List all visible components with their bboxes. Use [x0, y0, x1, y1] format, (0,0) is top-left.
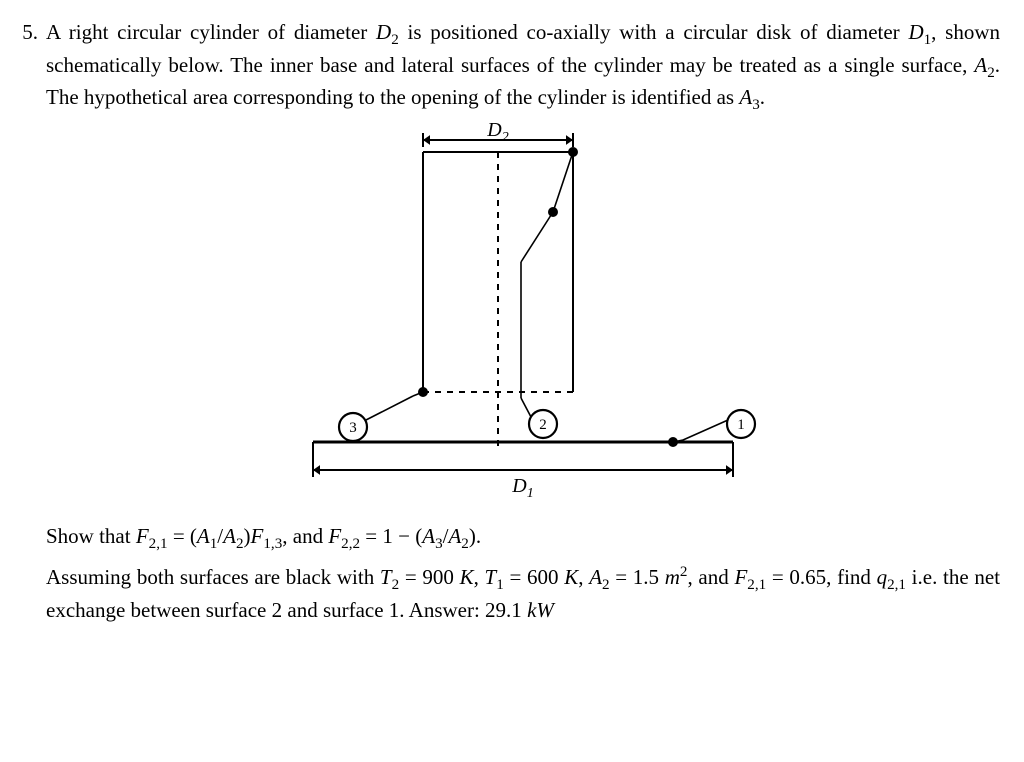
schematic-diagram: D2 D1 1 2 3	[243, 122, 803, 502]
svg-text:2: 2	[539, 417, 547, 433]
svg-text:3: 3	[349, 420, 357, 436]
svg-text:1: 1	[737, 417, 745, 433]
svg-text:D1: D1	[511, 475, 533, 501]
task-assume: Assuming both surfaces are black with T2…	[46, 562, 1000, 624]
problem-statement: A right circular cylinder of diameter D2…	[46, 18, 1000, 116]
problem-number: 5.	[12, 18, 38, 46]
svg-text:D2: D2	[486, 122, 508, 145]
task-show: Show that F2,1 = (A1/A2)F1,3, and F2,2 =…	[46, 522, 1000, 555]
